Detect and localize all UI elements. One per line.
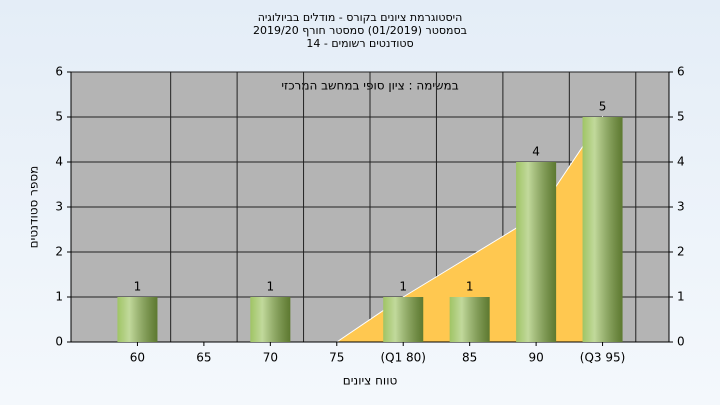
y-tick-label: 4 (55, 155, 63, 169)
value-label: 5 (599, 100, 607, 114)
bar-shine (449, 297, 490, 342)
x-tick-label: 90 (528, 351, 543, 365)
x-tick-label: (Q3 95) (580, 351, 626, 365)
x-axis-label: טווח ציונים (343, 374, 398, 388)
bar-shine (117, 297, 158, 342)
title-line: היסטוגרמת ציונים בקורס - מודלים בביולוגי… (258, 11, 463, 24)
y-tick-label: 3 (55, 200, 63, 214)
x-tick-label: 60 (130, 351, 145, 365)
y-axis-label: מספר סטודנטים (27, 166, 41, 249)
y2-tick-label: 5 (677, 110, 685, 124)
y-tick-label: 2 (55, 245, 63, 259)
y2-tick-label: 6 (677, 65, 685, 79)
y2-tick-label: 3 (677, 200, 685, 214)
x-tick-label: 75 (329, 351, 344, 365)
x-tick-label: 65 (196, 351, 211, 365)
bar-shine (250, 297, 291, 342)
value-label: 1 (134, 280, 142, 294)
bar-shine (516, 162, 557, 342)
y-tick-label: 6 (55, 65, 63, 79)
x-tick-label: (Q1 80) (380, 351, 426, 365)
value-label: 1 (466, 280, 474, 294)
y2-tick-label: 4 (677, 155, 685, 169)
bar-shine (383, 297, 424, 342)
x-tick-label: 70 (263, 351, 278, 365)
bar-shine (582, 117, 623, 342)
value-label: 1 (399, 280, 407, 294)
title-line: בסמסטר (01/2019) סמסטר חורף 2019/20 (253, 24, 467, 37)
y-tick-label: 5 (55, 110, 63, 124)
y-tick-label: 1 (55, 290, 63, 304)
y2-tick-label: 2 (677, 245, 685, 259)
value-label: 1 (267, 280, 275, 294)
value-label: 4 (532, 145, 540, 159)
x-tick-label: 85 (462, 351, 477, 365)
title-line: סטודנטים רשומים - 14 (306, 37, 413, 50)
y2-tick-label: 1 (677, 290, 685, 304)
y-tick-label: 0 (55, 335, 63, 349)
y2-tick-label: 0 (677, 335, 685, 349)
